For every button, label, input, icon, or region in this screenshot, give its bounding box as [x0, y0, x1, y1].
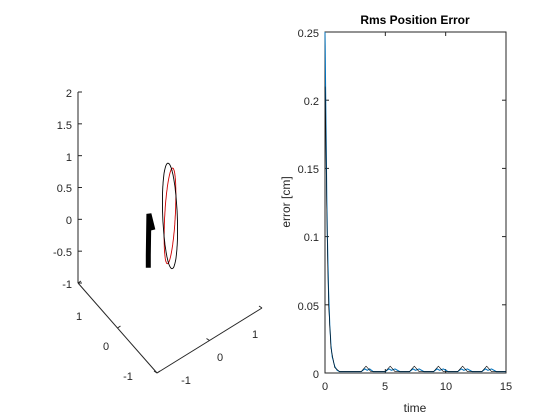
robot-arm-links — [145, 213, 156, 268]
x-tick-label: 5 — [382, 381, 388, 393]
x-tick-label: 0 — [103, 341, 109, 353]
z-tick-marks — [78, 91, 82, 284]
y-tick — [206, 338, 210, 341]
y-tick-label: 0 — [313, 369, 319, 381]
x-tick — [156, 370, 161, 374]
y-tick-label: 1 — [252, 329, 258, 341]
trajectory-3d-plot[interactable]: 2 1.5 1 0.5 0 -0.5 -1 1 0 -1 -1 0 1 — [53, 88, 263, 387]
y-tick-label: 0.15 — [298, 164, 319, 176]
z-tick-label: 1 — [66, 152, 72, 164]
x-tick — [77, 280, 82, 284]
x-tick-label: 0 — [322, 381, 328, 393]
error-series-line — [324, 86, 506, 372]
z-tick-label: 0.5 — [57, 183, 72, 195]
y-axis-label: error [cm] — [279, 176, 293, 227]
y-tick-label: 0.2 — [304, 96, 319, 108]
y-tick-marks — [153, 305, 263, 374]
x-axis-label: time — [404, 401, 427, 415]
x-tick-label: 1 — [76, 311, 82, 323]
actual-trajectory-line — [162, 162, 178, 270]
x-tick-marks — [77, 280, 161, 374]
y-tick — [153, 370, 158, 374]
z-tick-label: -0.5 — [53, 247, 72, 259]
rms-error-plot[interactable]: Rms Position Error 0.25 0.2 0.15 0.1 0.0… — [279, 13, 512, 415]
y-tick — [258, 305, 263, 309]
z-tick-label: -1 — [62, 279, 72, 291]
y-tick-label: 0 — [217, 352, 223, 364]
z-tick-label: 1.5 — [57, 120, 72, 132]
rms-plot-title: Rms Position Error — [360, 13, 470, 27]
z-tick-label: 2 — [66, 88, 72, 100]
y-tick-label: 0.1 — [304, 232, 319, 244]
y-tick-label: 0.25 — [298, 28, 319, 40]
x-tick-label: 10 — [440, 381, 452, 393]
x-tick — [117, 325, 121, 329]
y-tick-label: -1 — [181, 375, 191, 387]
x-tick-label: 15 — [500, 381, 512, 393]
z-tick-label: 0 — [66, 215, 72, 227]
x-tick-label: -1 — [123, 371, 133, 383]
plot-axes-box — [324, 31, 507, 374]
y-tick-label: 0.05 — [298, 301, 319, 313]
